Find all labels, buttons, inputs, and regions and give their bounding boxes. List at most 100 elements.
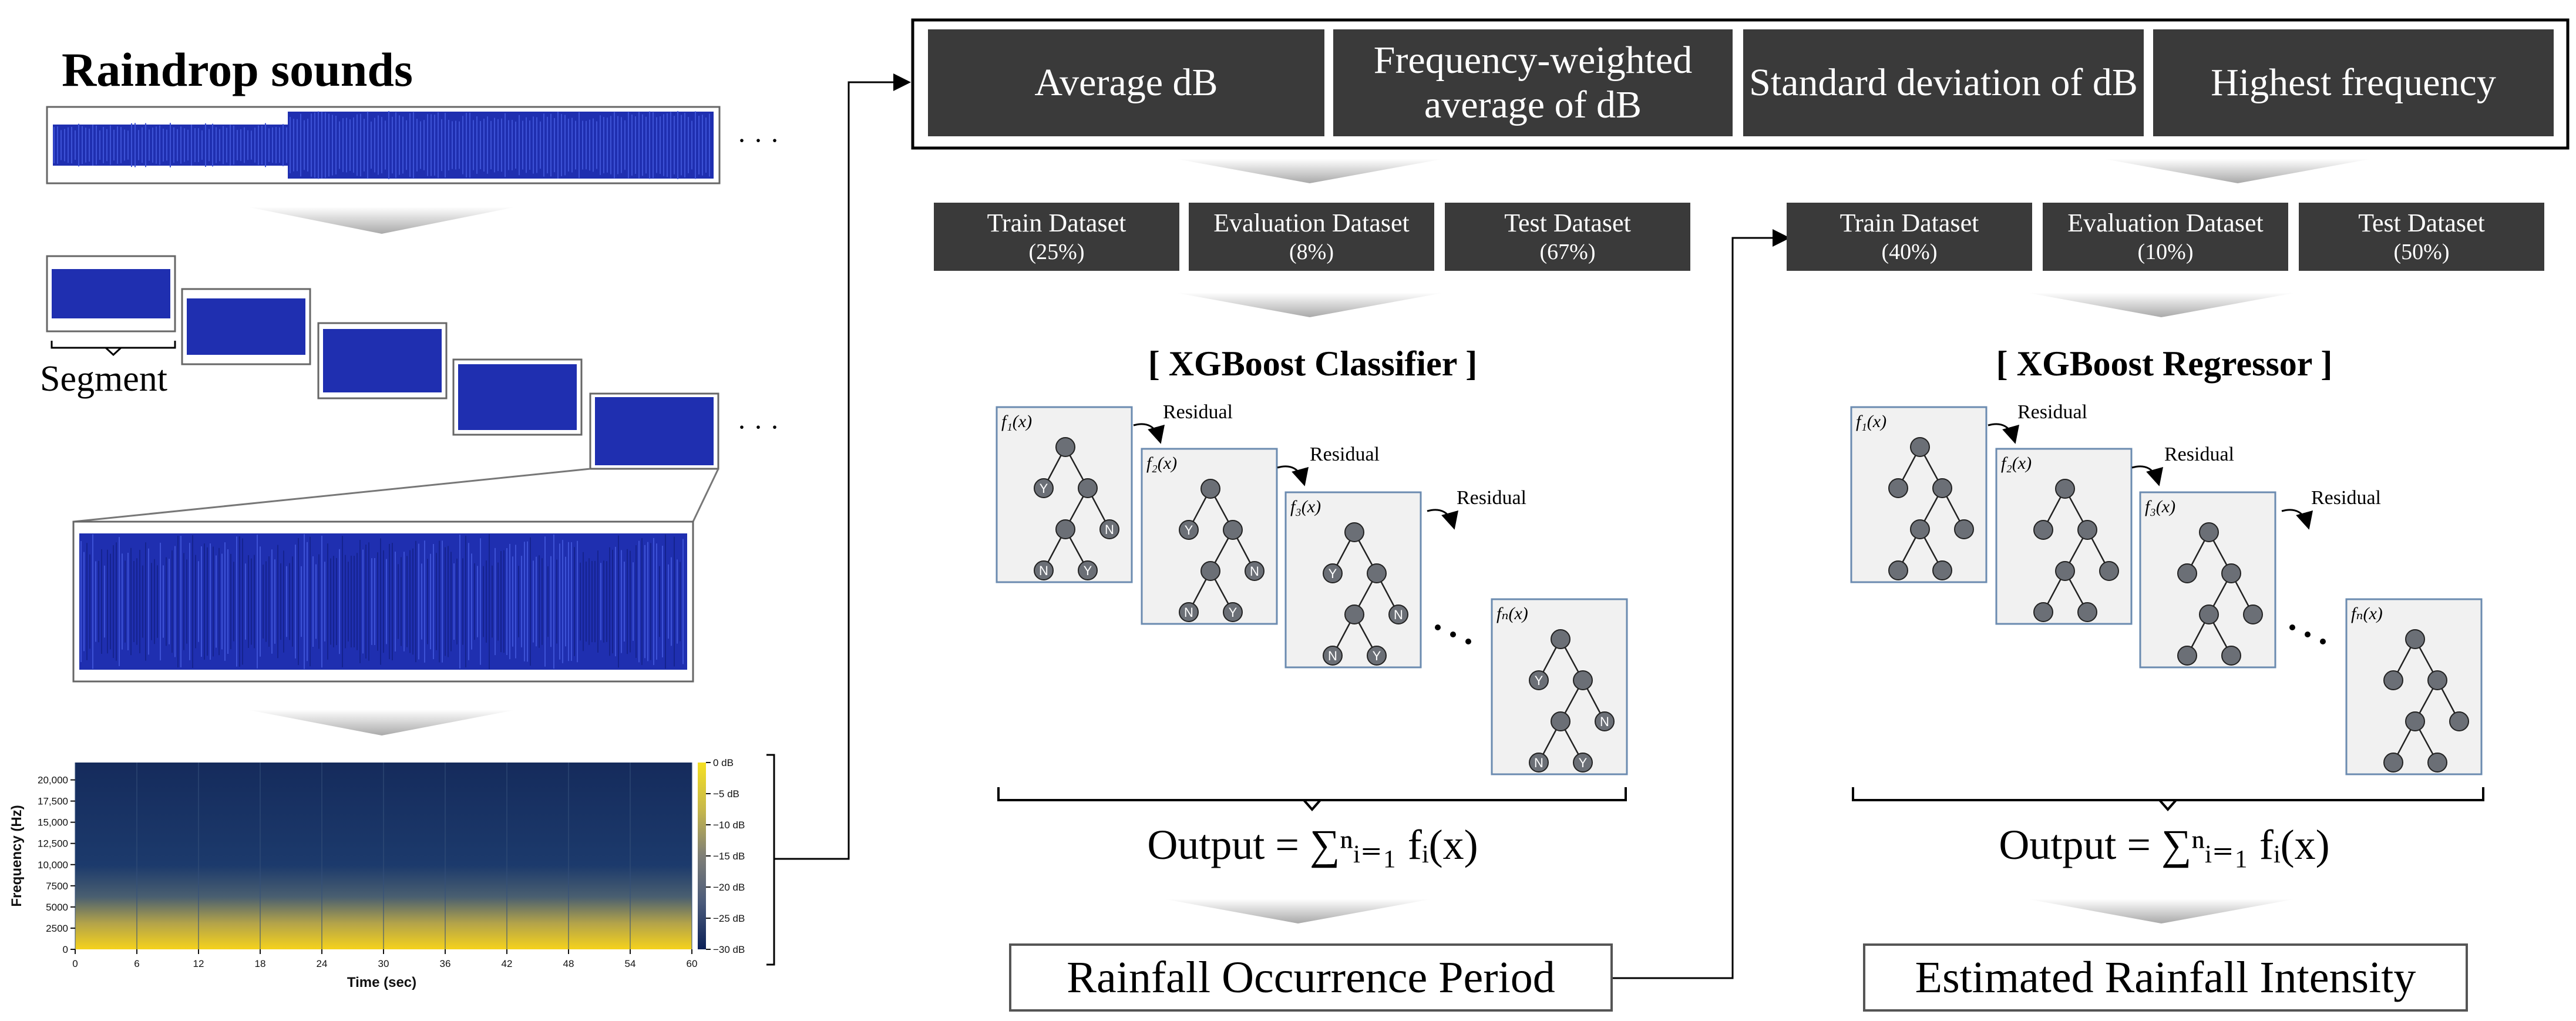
segment-label: Segment — [40, 359, 167, 399]
tree-node — [2405, 711, 2425, 731]
spectrogram: 0 2500 5000 7500 10,000 12,500 15,000 17,500 20,… — [9, 754, 775, 990]
y-tick-label: 7500 — [46, 881, 68, 892]
residual-label: Residual — [2017, 401, 2087, 423]
tree-node — [2077, 602, 2097, 622]
reg-eval-dataset: Evaluation Dataset (10%) — [2043, 203, 2288, 271]
regressor-title: [ XGBoost Regressor ] — [1996, 344, 2333, 383]
cls-eval-dataset: Evaluation Dataset (8%) — [1189, 203, 1434, 271]
tree-node-label: N — [1105, 522, 1114, 537]
classifier-brace — [997, 787, 1627, 812]
tree-node — [2177, 646, 2197, 666]
x-tick-label: 18 — [255, 958, 266, 969]
tree-node — [1529, 670, 1549, 690]
residual-label: Residual — [1163, 401, 1233, 423]
tree-node — [1078, 560, 1098, 580]
tree-function-label: f₂(x) — [1146, 454, 1177, 473]
cls-test-dataset: Test Dataset (67%) — [1445, 203, 1690, 271]
tree-node — [1551, 711, 1571, 731]
segments — [46, 255, 719, 470]
y-tick-label: 5000 — [46, 902, 68, 913]
tree-node — [2099, 561, 2119, 581]
tree-panel — [1850, 406, 1988, 583]
tree-node — [1323, 646, 1343, 666]
rainfall-occurrence-period: Rainfall Occurrence Period — [1009, 943, 1613, 1012]
tree-node — [1200, 479, 1220, 499]
tree-node — [2199, 604, 2219, 624]
tree-function-label: f₃(x) — [1290, 497, 1321, 516]
tree-node — [2077, 520, 2097, 540]
tree-node — [1910, 519, 1930, 539]
colorbar-tick-label: −15 dB — [713, 851, 745, 862]
tree-node-label: N — [1184, 605, 1193, 620]
tree-node-label: Y — [1185, 523, 1193, 538]
classifier-trees: f₁(x) Y N N Yf₂(x) Y N N Yf₃(x) Y N N Yfₙ(x) Y N N Y Resi… — [996, 401, 1628, 775]
classifier-output-formula: Output = ∑ⁿᵢ₌₁ fᵢ(x) — [1147, 821, 1478, 868]
tree-node-label: Y — [1084, 563, 1092, 578]
tree-node — [1888, 560, 1908, 580]
tree-node — [1888, 478, 1908, 498]
tree-node — [2221, 563, 2241, 583]
tree-panel — [996, 406, 1133, 583]
waveform-full — [46, 106, 721, 184]
tree-node-label: N — [1250, 564, 1259, 579]
tree-node — [1595, 711, 1615, 731]
tree-node — [2449, 711, 2469, 731]
y-tick-label: 0 — [63, 944, 68, 955]
reg-test-dataset: Test Dataset (50%) — [2299, 203, 2544, 271]
tree-panel — [2345, 598, 2483, 775]
residual-label: Residual — [2311, 487, 2381, 509]
reg-train-dataset: Train Dataset (40%) — [1787, 203, 2032, 271]
tree-node — [1910, 437, 1930, 457]
spectrogram-xlabel: Time (sec) — [347, 975, 416, 990]
tree-node — [1367, 646, 1387, 666]
tree-node-label: N — [1600, 714, 1609, 729]
tree-node — [2405, 629, 2425, 649]
tree-node — [2055, 479, 2075, 499]
x-tick-label: 30 — [378, 958, 389, 969]
tree-node — [1573, 670, 1593, 690]
tree-node — [2199, 522, 2219, 542]
colorbar-tick-label: −10 dB — [713, 820, 745, 831]
cls-train-dataset: Train Dataset (25%) — [934, 203, 1179, 271]
tree-node-label: Y — [1329, 566, 1337, 581]
zoom-line-left — [73, 468, 591, 523]
tree-node — [2427, 753, 2447, 773]
tree-node — [2427, 670, 2447, 690]
tree-node-label: Y — [1579, 755, 1588, 770]
colorbar-tick-label: −20 dB — [713, 882, 745, 893]
x-tick-label: 42 — [502, 958, 513, 969]
tree-node — [1055, 519, 1075, 539]
tree-node — [1034, 478, 1054, 498]
tree-node — [1200, 561, 1220, 581]
tree-node — [1344, 522, 1364, 542]
x-tick-label: 0 — [72, 958, 78, 969]
feature-average-db: Average dB — [928, 29, 1324, 136]
tree-node — [1529, 753, 1549, 773]
x-tick-label: 12 — [193, 958, 204, 969]
tree-function-label: f₁(x) — [1856, 412, 1886, 431]
tree-node — [1223, 602, 1243, 622]
tree-node — [2383, 670, 2403, 690]
segments-ellipsis: · · · — [737, 412, 779, 443]
x-tick-label: 36 — [440, 958, 451, 969]
tree-node-label: N — [1394, 607, 1403, 622]
feature-frequency-weighted-db: Frequency-weighted average of dB — [1333, 29, 1733, 136]
y-tick-label: 12,500 — [38, 838, 68, 849]
tree-panel — [1491, 598, 1628, 775]
colorbar-tick-label: −30 dB — [713, 944, 745, 955]
tree-node — [1078, 478, 1098, 498]
tree-function-label: fₙ(x) — [1496, 604, 1528, 623]
flow-chevrons — [247, 159, 2373, 923]
tree-node — [2033, 520, 2053, 540]
tree-node-label: Y — [1229, 605, 1237, 620]
features-frame — [911, 18, 2570, 150]
tree-node — [1367, 563, 1387, 583]
tree-node — [1344, 604, 1364, 624]
tree-node — [2243, 604, 2263, 624]
x-tick-label: 60 — [687, 958, 698, 969]
tree-node — [1932, 560, 1952, 580]
colorbar-tick-label: 0 dB — [713, 757, 734, 768]
connector-to-features — [774, 73, 911, 860]
